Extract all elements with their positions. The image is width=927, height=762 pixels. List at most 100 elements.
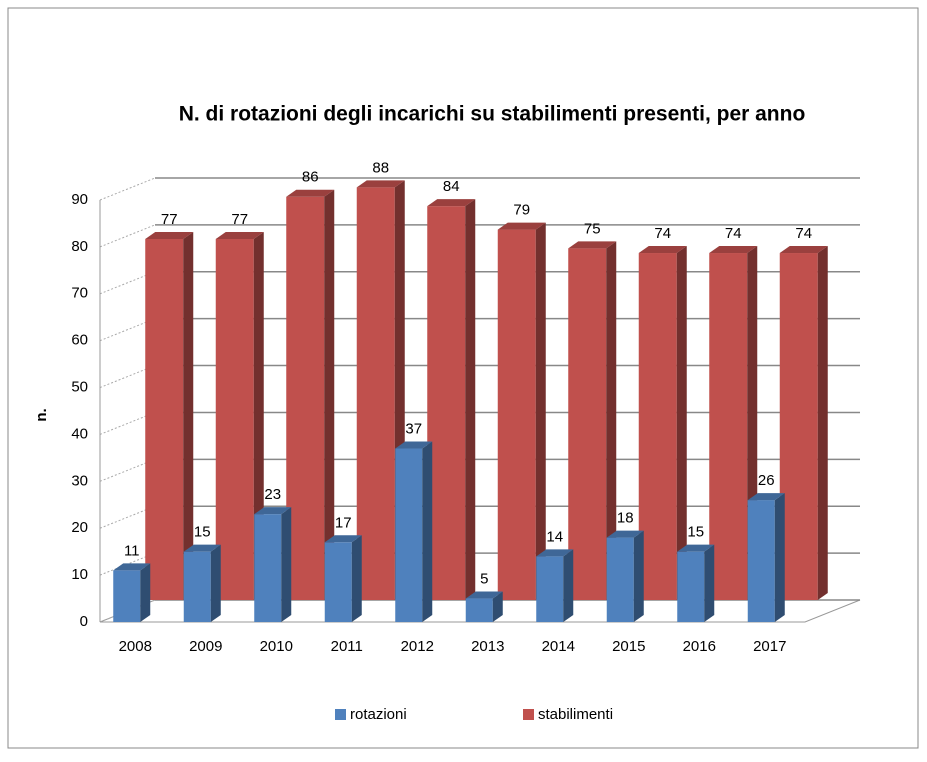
bar-top xyxy=(677,544,715,552)
bar-top xyxy=(497,222,546,230)
bar-top xyxy=(356,180,405,188)
bar-front xyxy=(254,514,282,622)
data-label: 5 xyxy=(480,571,488,588)
bar xyxy=(497,222,546,601)
x-tick-label: 2009 xyxy=(189,638,222,655)
y-tick-label: 10 xyxy=(71,566,88,583)
bar xyxy=(638,246,687,600)
data-label: 74 xyxy=(654,225,671,242)
bar-side xyxy=(633,530,644,622)
bar xyxy=(465,591,503,622)
bar-front xyxy=(286,196,325,600)
bar-side xyxy=(563,549,574,622)
bar-side xyxy=(676,246,687,600)
bar xyxy=(215,231,264,600)
bar xyxy=(395,441,433,622)
bar xyxy=(145,231,194,600)
x-tick-label: 2016 xyxy=(683,638,716,655)
bar-top xyxy=(215,231,264,239)
x-tick-label: 2015 xyxy=(612,638,645,655)
bar-front xyxy=(183,551,211,622)
y-tick-label: 70 xyxy=(71,285,88,302)
bar xyxy=(536,549,574,622)
bar-front xyxy=(465,598,493,622)
bar-top xyxy=(638,246,687,254)
data-label: 79 xyxy=(513,202,530,219)
bar-front xyxy=(568,248,607,601)
legend-label: stabilimenti xyxy=(538,706,613,723)
y-tick-label: 80 xyxy=(71,238,88,255)
data-label: 14 xyxy=(546,528,563,545)
bar xyxy=(747,493,785,622)
bar-front xyxy=(497,229,536,601)
y-tick-label: 50 xyxy=(71,379,88,396)
bar-front xyxy=(113,570,141,622)
data-label: 11 xyxy=(124,542,140,559)
data-label: 84 xyxy=(443,178,460,195)
bar xyxy=(709,246,758,600)
bar-side xyxy=(351,535,362,622)
bar-side xyxy=(183,231,194,600)
bar xyxy=(113,563,151,622)
bar-top xyxy=(427,199,476,207)
bar-side xyxy=(492,591,503,622)
bar-side xyxy=(281,507,292,622)
bar-front xyxy=(638,253,677,600)
bar-side xyxy=(324,189,335,600)
x-tick-label: 2010 xyxy=(260,638,293,655)
bar-front xyxy=(356,187,395,600)
bar-side xyxy=(140,563,151,622)
y-tick-label: 30 xyxy=(71,472,88,489)
y-tick-label: 90 xyxy=(71,191,88,208)
x-tick-label: 2011 xyxy=(331,638,363,655)
bar-front xyxy=(536,556,564,622)
legend-swatch xyxy=(335,709,346,720)
bar-top xyxy=(286,189,335,197)
bar-top xyxy=(709,246,758,254)
side-grid-line xyxy=(99,224,156,248)
y-tick-label: 20 xyxy=(71,519,88,536)
bar-side xyxy=(422,441,433,622)
bar-side xyxy=(210,544,221,622)
bar xyxy=(324,535,362,622)
bar-side xyxy=(817,246,828,600)
bar-top xyxy=(113,563,151,571)
y-tick-label: 60 xyxy=(71,332,88,349)
data-label: 23 xyxy=(264,486,281,503)
data-label: 37 xyxy=(405,420,422,437)
bar-top xyxy=(536,549,574,557)
bar-front xyxy=(215,238,254,600)
x-tick-label: 2008 xyxy=(119,638,152,655)
data-label: 77 xyxy=(231,211,248,228)
bar xyxy=(677,544,715,622)
y-axis-label: n. xyxy=(33,408,50,421)
data-label: 74 xyxy=(725,225,742,242)
x-tick-label: 2012 xyxy=(401,638,434,655)
data-label: 15 xyxy=(687,524,704,541)
bar-front xyxy=(779,253,818,600)
data-label: 88 xyxy=(372,159,389,176)
bar-side xyxy=(253,231,264,600)
bar-top xyxy=(183,544,221,552)
bar xyxy=(286,189,335,600)
data-label: 17 xyxy=(335,514,352,531)
legend-swatch xyxy=(523,709,534,720)
x-tick-label: 2014 xyxy=(542,638,575,655)
x-tick-label: 2017 xyxy=(753,638,786,655)
bar-top xyxy=(606,530,644,538)
bar-front xyxy=(677,551,705,622)
bar xyxy=(568,241,617,601)
bar-front xyxy=(324,542,352,622)
x-tick-label: 2013 xyxy=(471,638,504,655)
data-label: 15 xyxy=(194,524,211,541)
bar-top xyxy=(747,493,785,501)
bar-front xyxy=(747,500,775,622)
chart-title: N. di rotazioni degli incarichi su stabi… xyxy=(179,103,806,126)
bar-side xyxy=(774,493,785,622)
bar-front xyxy=(606,537,634,622)
bar-side xyxy=(606,241,617,601)
bar-side xyxy=(535,222,546,601)
data-label: 75 xyxy=(584,220,601,237)
y-tick-label: 40 xyxy=(71,425,88,442)
